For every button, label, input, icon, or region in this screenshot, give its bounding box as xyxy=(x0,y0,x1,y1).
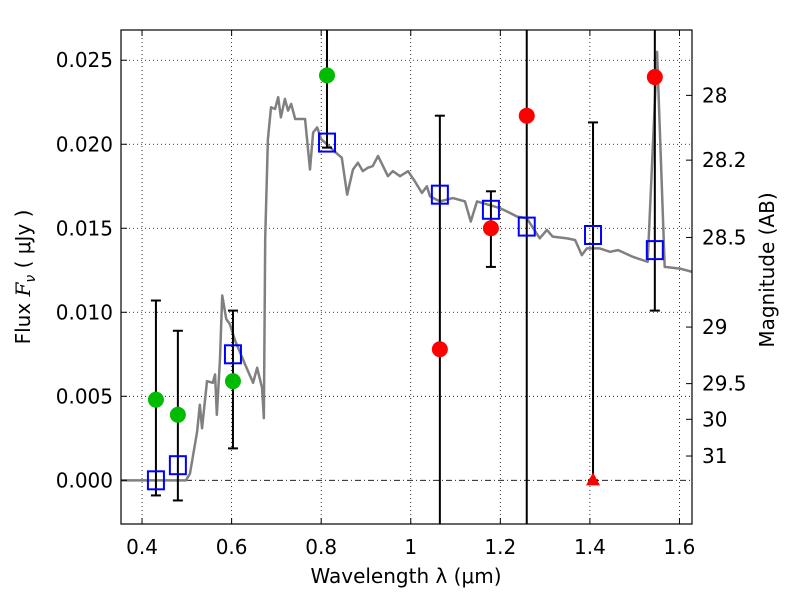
model-square-marker xyxy=(584,224,603,245)
x-tick-label: 0.8 xyxy=(305,535,337,559)
x-tick-label: 1.2 xyxy=(484,535,516,559)
y-tick-label: 0.005 xyxy=(56,384,113,408)
model-square-marker xyxy=(645,240,664,261)
observed-red-marker xyxy=(431,341,448,358)
model-square-marker xyxy=(146,470,165,491)
right-axis-label: Magnitude (AB) xyxy=(755,192,779,347)
y-tick-label: 0.010 xyxy=(56,300,113,324)
y-tick-label: 0.000 xyxy=(56,468,113,492)
observed-green-marker xyxy=(319,67,336,84)
x-tick-label: 0.6 xyxy=(216,535,248,559)
model-square-marker xyxy=(481,199,500,220)
axes-frame xyxy=(120,29,693,525)
grid xyxy=(121,30,692,524)
right-tick-label: 30 xyxy=(702,407,727,431)
right-tick-label: 29.5 xyxy=(702,372,747,396)
y-tick-label: 0.015 xyxy=(56,216,113,240)
model-square-marker xyxy=(430,184,449,205)
y-tick-label: 0.025 xyxy=(56,48,113,72)
right-tick-label: 28 xyxy=(702,83,727,107)
observed-red-marker xyxy=(646,69,663,86)
right-tick-label: 28.5 xyxy=(702,225,747,249)
observed-red-marker xyxy=(482,220,499,237)
y-axis-label: Flux Fν ( μJy ) xyxy=(11,210,39,345)
x-tick-label: 0.4 xyxy=(126,535,158,559)
plot-area xyxy=(121,30,692,524)
model-square-marker xyxy=(223,344,242,365)
right-tick-label: 28.2 xyxy=(702,148,747,172)
observed-green-marker xyxy=(224,373,241,390)
observed-red-marker xyxy=(518,107,535,124)
x-axis-label: Wavelength λ (μm) xyxy=(310,564,501,588)
spectrum-line xyxy=(121,50,692,482)
x-tick-label: 1.6 xyxy=(664,535,696,559)
model-square-marker xyxy=(318,132,337,153)
right-tick-label: 29 xyxy=(702,315,727,339)
model-square-marker xyxy=(168,455,187,476)
ticks: 0.4 0.6 0.8 1 1.2 1.4 1.6 0.000 0.005 0.010 0.015 0… xyxy=(56,30,747,559)
observed-green-marker xyxy=(147,391,164,408)
x-tick-label: 1.4 xyxy=(574,535,606,559)
upper-limit-triangle-marker xyxy=(586,472,601,486)
right-tick-label: 31 xyxy=(702,444,727,468)
x-tick-label: 1 xyxy=(404,535,417,559)
observed-green-marker xyxy=(169,406,186,423)
y-tick-label: 0.020 xyxy=(56,132,113,156)
model-square-marker xyxy=(517,216,536,237)
